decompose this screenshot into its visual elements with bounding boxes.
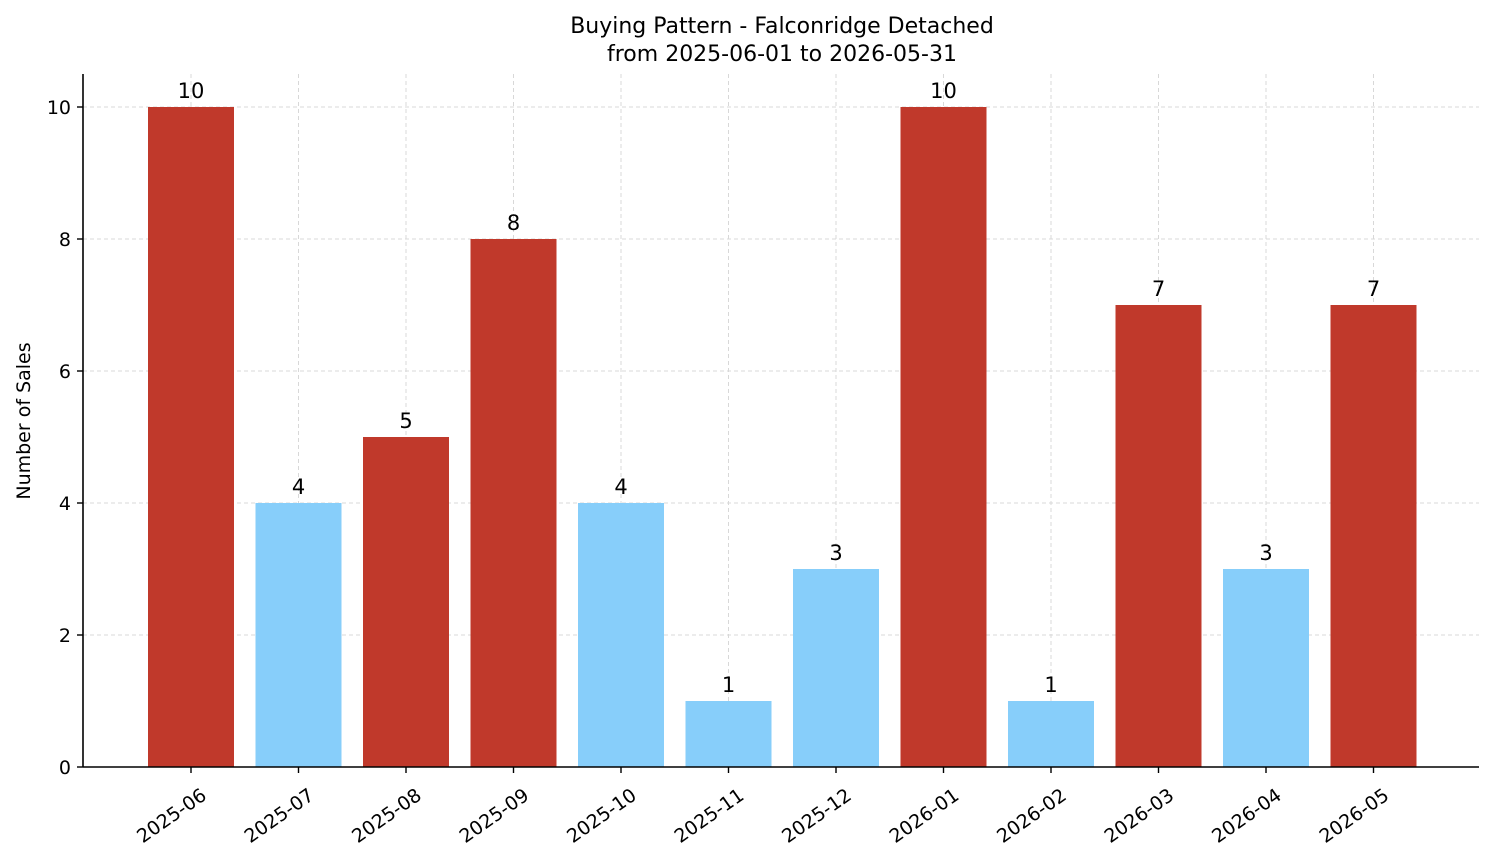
x-tick-label: 2026-01 [886, 784, 964, 848]
x-tick-label: 2026-03 [1101, 784, 1179, 848]
x-tick-label: 2026-05 [1316, 784, 1394, 848]
chart-title-line2: from 2025-06-01 to 2026-05-31 [607, 42, 957, 67]
data-label: 4 [614, 475, 627, 499]
x-tick-label: 2025-07 [241, 784, 319, 848]
data-label: 10 [930, 79, 957, 103]
bars-layer [148, 107, 1417, 767]
bar-2025-07 [255, 503, 342, 767]
data-label: 4 [292, 475, 305, 499]
data-label: 3 [1259, 541, 1272, 565]
y-tick-label: 10 [47, 97, 71, 119]
x-tick-label: 2025-06 [133, 784, 211, 848]
bar-2025-06 [148, 107, 234, 767]
data-label: 5 [399, 409, 412, 433]
x-tick-label: 2025-11 [671, 784, 749, 848]
bar-2026-04 [1223, 569, 1309, 767]
y-tick-label: 4 [59, 493, 71, 515]
bar-2026-03 [1115, 305, 1202, 767]
x-tick-label: 2025-12 [778, 784, 856, 848]
x-tick-label: 2025-10 [563, 784, 641, 848]
y-axis-label: Number of Sales [13, 342, 35, 499]
x-tick-label: 2026-04 [1208, 784, 1286, 848]
data-label: 7 [1367, 277, 1380, 301]
bar-2026-05 [1330, 305, 1417, 767]
x-tick-label: 2025-08 [348, 784, 426, 848]
data-label: 8 [507, 211, 520, 235]
data-label: 10 [178, 79, 205, 103]
data-label: 1 [722, 673, 735, 697]
y-tick-label: 2 [59, 625, 71, 647]
bar-2026-01 [900, 107, 987, 767]
y-tick-label: 8 [59, 229, 71, 251]
bar-2025-08 [363, 437, 449, 767]
chart-title-line1: Buying Pattern - Falconridge Detached [570, 14, 994, 39]
bar-2026-02 [1008, 701, 1094, 767]
y-tick-label: 0 [59, 757, 71, 779]
y-tick-label: 6 [59, 361, 71, 383]
bar-2025-11 [685, 701, 772, 767]
x-tick-label: 2025-09 [456, 784, 534, 848]
data-label: 1 [1044, 673, 1057, 697]
bar-2025-09 [470, 239, 557, 767]
data-label: 7 [1152, 277, 1165, 301]
x-tick-label: 2026-02 [993, 784, 1071, 848]
data-label: 3 [829, 541, 842, 565]
bar-2025-10 [578, 503, 664, 767]
bar-2025-12 [793, 569, 879, 767]
